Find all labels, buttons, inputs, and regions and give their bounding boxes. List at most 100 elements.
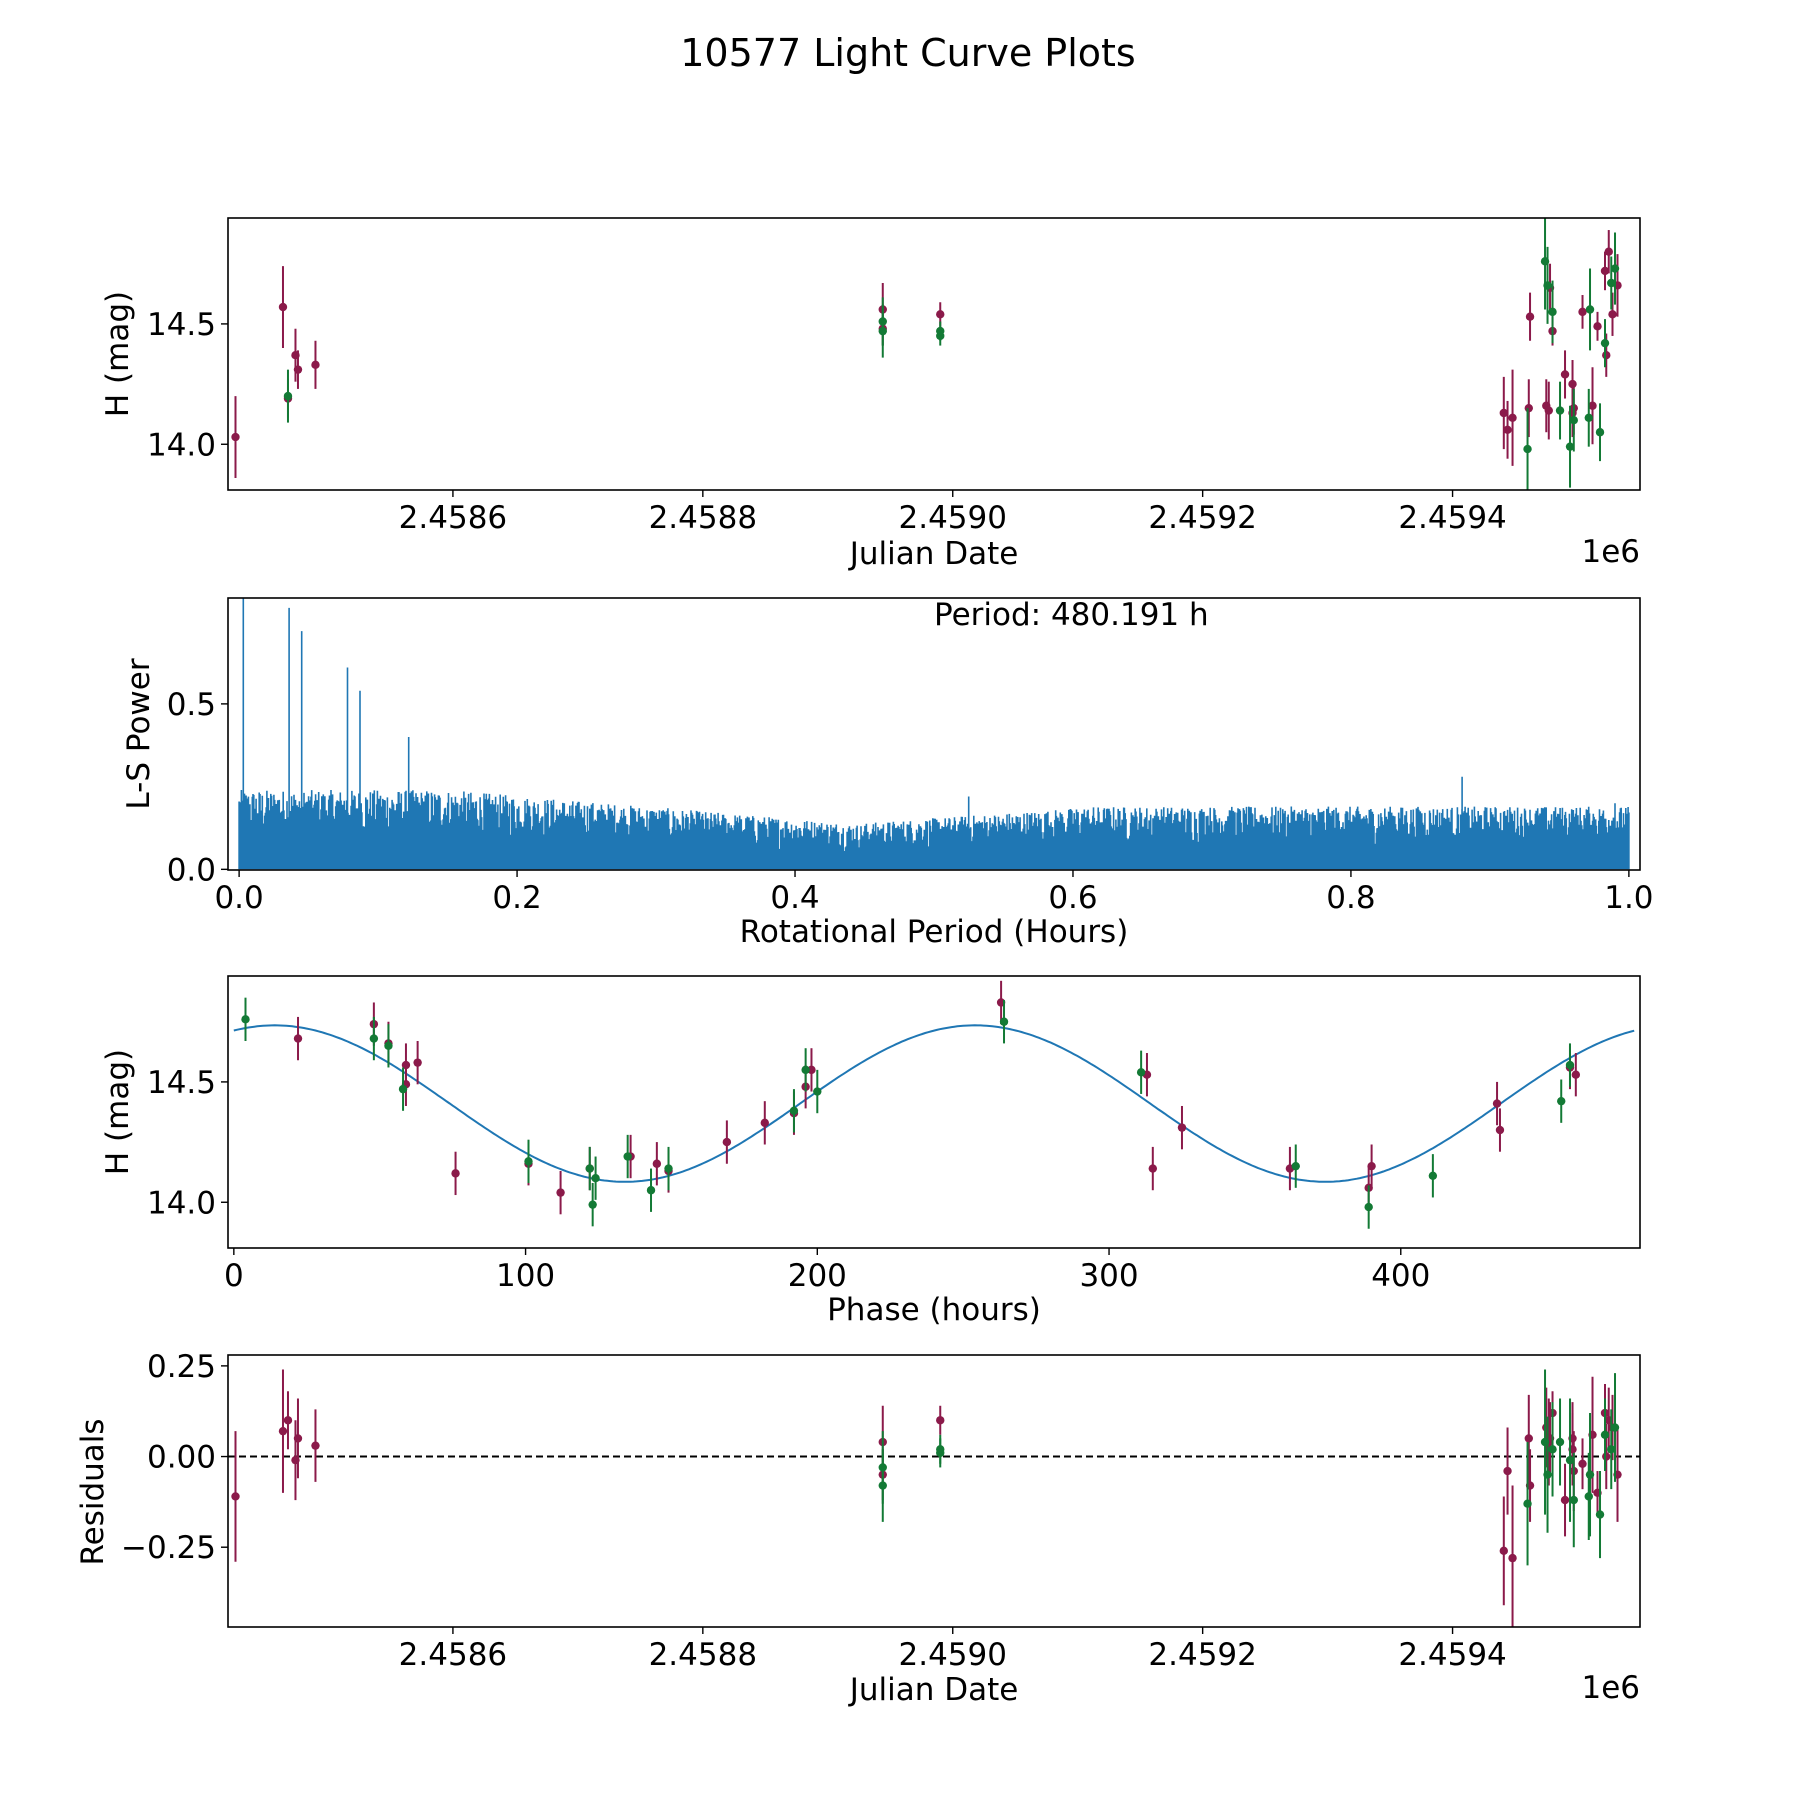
x-tick-label: 0.8 [1326,880,1375,916]
data-point [652,1159,662,1168]
periodogram-line [238,598,1630,870]
data-point [1499,408,1508,418]
data-point [398,1084,408,1094]
x-tick-label: 2.4588 [649,1637,757,1673]
data-point [1585,1470,1595,1479]
y-axis-label: Residuals [75,1418,111,1565]
x-axis-label: Rotational Period (Hours) [740,914,1129,950]
data-point [1578,1459,1587,1469]
data-point [1610,1423,1620,1432]
axes-frame [227,597,1641,871]
x-axis-label: Julian Date [848,1672,1019,1708]
data-point [293,1034,303,1043]
y-tick-label: 14.5 [147,307,216,343]
y-tick-label: 0.5 [167,687,216,723]
x-offset-label: 1e6 [1581,1670,1640,1706]
axes-frame [227,1354,1641,1628]
data-point [936,326,945,336]
data-point [1569,415,1578,425]
x-tick-label: 0.6 [1048,880,1097,916]
data-point [1602,351,1611,360]
data-point [789,1106,799,1115]
data-point [1593,322,1602,331]
y-tick-label: 0.25 [147,1349,216,1385]
data-point [1557,1096,1566,1106]
y-tick-label: 14.0 [147,427,216,463]
data-point [1548,307,1557,317]
data-point [585,1164,594,1173]
panel-periodogram: 0.0 0.2 0.4 0.6 0.8 1.0 0.0 0.5 Period: 480.191… [121,597,1654,950]
x-tick-label: 0.2 [492,880,541,916]
data-point [801,1065,810,1075]
axes-frame [227,217,1641,491]
data-point [283,1416,293,1425]
x-tick-label: 1.0 [1604,880,1653,916]
x-axis-label: Phase (hours) [827,1292,1041,1328]
figure-title: 10577 Light Curve Plots [680,31,1135,75]
data-point [936,310,945,319]
data-point [1585,305,1595,314]
data-point [556,1188,565,1197]
data-point [311,360,320,370]
data-point [1543,1470,1552,1479]
data-point [1364,1202,1373,1212]
data-point [1499,1546,1508,1556]
data-point [1568,379,1577,389]
y-axis-label: L-S Power [121,658,157,809]
x-tick-label: 2.4592 [1148,1637,1256,1673]
data-point [1523,444,1532,454]
data-point [646,1186,656,1195]
data-point [1560,370,1570,379]
x-tick-label: 0 [224,1258,244,1294]
data-point [722,1137,732,1147]
data-point [1503,1466,1512,1476]
data-point [1508,1553,1517,1563]
data-point [1608,310,1617,319]
data-point [999,1017,1009,1026]
data-point [1565,1060,1575,1070]
y-axis-label: H (mag) [100,291,136,417]
data-point [293,1434,303,1443]
data-point [413,1058,422,1067]
data-point [1600,266,1610,276]
data-point [1595,1510,1605,1519]
data-point [1367,1161,1376,1171]
fit-curve [233,1024,1635,1183]
x-tick-label: 2.4594 [1398,1637,1506,1673]
x-tick-label: 2.4586 [399,500,507,536]
data-point [1503,425,1512,435]
data-point [1548,1445,1557,1454]
x-tick-label: 300 [1079,1258,1138,1294]
x-offset-label: 1e6 [1581,534,1640,570]
data-point [1495,1125,1505,1135]
data-point [1177,1123,1187,1132]
period-annotation: Period: 480.191 h [934,597,1209,633]
data-point [623,1152,632,1161]
y-axis-label: H (mag) [100,1049,136,1175]
y-tick-label: 14.0 [147,1185,216,1221]
data-point [591,1173,600,1183]
data-point [1555,406,1565,415]
data-point [384,1041,393,1051]
data-point [1607,278,1616,288]
data-point [451,1169,460,1178]
data-point [1565,442,1575,451]
data-point [1543,281,1552,290]
data-point [1428,1171,1438,1180]
data-point [1588,401,1597,410]
data-point [1600,338,1610,348]
data-point [1555,1437,1565,1447]
data-point [283,391,293,401]
axes-frame [227,975,1641,1249]
y-tick-label: 0.0 [167,852,216,888]
data-point [524,1157,533,1166]
data-point [878,1481,887,1490]
data-point [293,365,303,374]
data-point [1571,1070,1581,1079]
x-tick-label: 2.4586 [399,1637,507,1673]
data-point [231,432,240,442]
x-tick-label: 2.4588 [649,500,757,536]
data-point [1584,413,1593,422]
x-tick-label: 0.4 [770,880,819,916]
x-tick-label: 100 [496,1258,555,1294]
